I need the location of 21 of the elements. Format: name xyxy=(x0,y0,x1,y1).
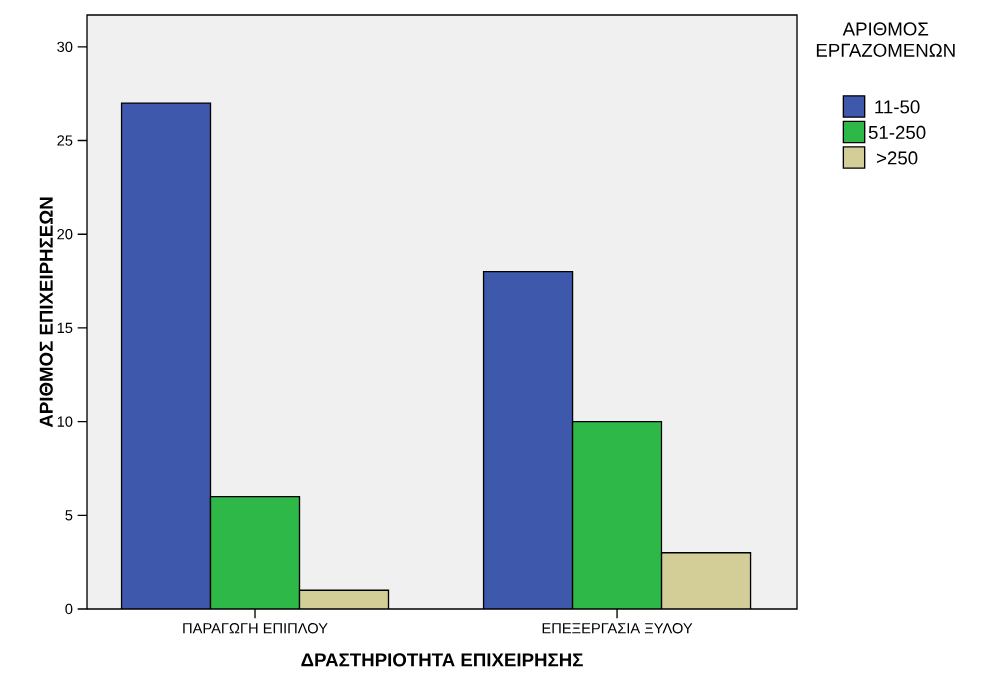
y-tick-label: 30 xyxy=(57,41,73,53)
x-tick-label: ΕΠΕΞΕΡΓΑΣΙΑ ΞΥΛΟΥ xyxy=(542,623,693,634)
legend-label: >250 xyxy=(876,151,918,165)
y-tick-label: 10 xyxy=(57,416,73,427)
x-tick-label: ΠΑΡΑΓΩΓΗ ΕΠΙΠΛΟΥ xyxy=(183,623,328,634)
bar xyxy=(571,420,663,609)
bar xyxy=(660,552,752,609)
bar xyxy=(298,589,390,609)
y-tick-label: 0 xyxy=(65,603,73,615)
bar xyxy=(482,271,574,609)
legend-label: 11-50 xyxy=(875,100,920,114)
legend-label: 51-250 xyxy=(868,125,926,140)
y-tick-label: 5 xyxy=(65,510,73,521)
legend-title: ΑΡΙΘΜΟΣ ΕΡΓΑΖΟΜΕΝΩΝ xyxy=(816,22,955,57)
bar xyxy=(209,495,301,609)
bar xyxy=(120,102,212,609)
y-tick-label: 20 xyxy=(57,229,73,240)
x-axis-title: ΔΡΑΣΤΗΡΙΟΤΗΤΑ ΕΠΙΧΕΙΡΗΣΗΣ xyxy=(301,653,583,667)
y-tick-label: 15 xyxy=(57,322,73,334)
y-tick-label: 25 xyxy=(57,135,73,146)
y-axis-title: ΑΡΙΘΜΟΣ ΕΠΙΧΕΙΡΗΣΕΩΝ xyxy=(39,197,53,428)
